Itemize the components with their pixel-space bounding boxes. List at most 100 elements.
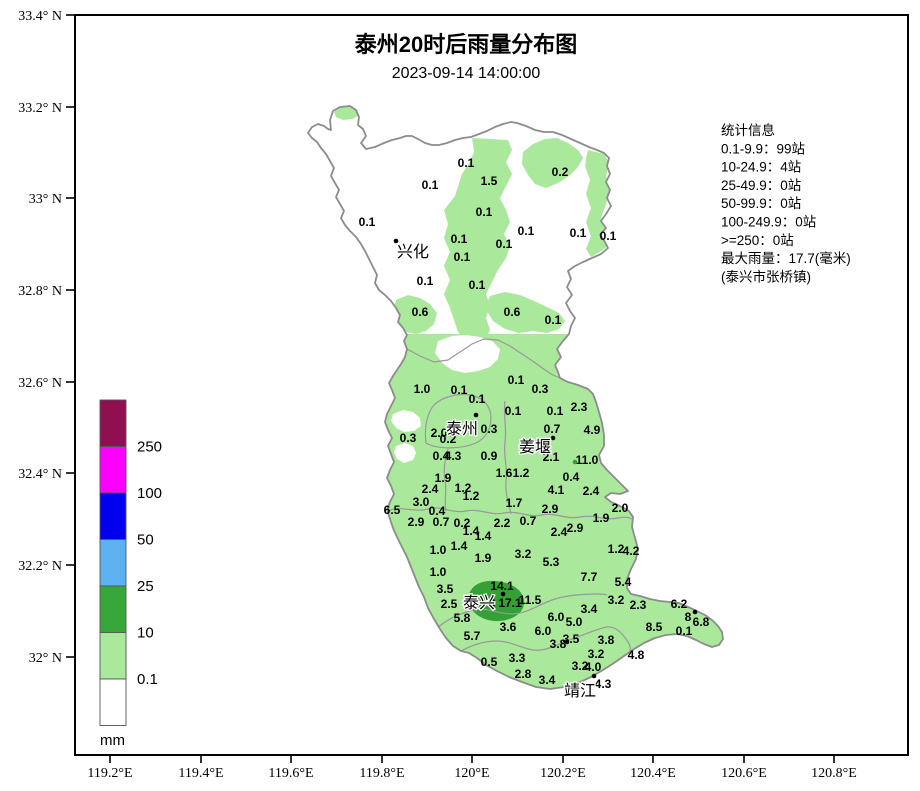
station-value: 4.0 (585, 660, 602, 674)
station-value: 2.0 (431, 426, 448, 440)
page-title: 泰州20时后雨量分布图 (354, 32, 577, 57)
station-value: 2.5 (441, 597, 458, 611)
north-rain-patch-sw (394, 295, 437, 334)
taixing-north-border (387, 507, 636, 522)
station-value: 8 (685, 610, 692, 624)
station-value: 2.9 (408, 515, 425, 529)
station-value: 0.4 (429, 504, 446, 518)
station-value: 0.3 (400, 431, 417, 445)
station-value: 3.8 (550, 637, 567, 651)
legend-threshold-label: 10 (137, 625, 154, 642)
north-rain-patch-ne (522, 138, 583, 188)
legend-unit: mm (100, 732, 125, 749)
station-value: 1.7 (506, 496, 523, 510)
legend-threshold-label: 250 (137, 439, 162, 456)
station-value: 0.1 (451, 232, 468, 246)
city-dot (393, 238, 399, 244)
station-value: 3.3 (509, 651, 526, 665)
station-value: 3.6 (500, 620, 517, 634)
station-value: 3.4 (539, 673, 556, 687)
station-value: 0.2 (454, 516, 471, 530)
station-value: 1.0 (430, 565, 447, 579)
station-value: 1.5 (481, 174, 498, 188)
station-value: 8.5 (646, 620, 663, 634)
station-value: 2.8 (515, 667, 532, 681)
station-value: 4.8 (628, 648, 645, 662)
station-value: 1.2 (463, 489, 480, 503)
stats-line: 10-24.9：4站 (721, 160, 801, 175)
station-value: 2.4 (422, 482, 439, 496)
station-value: 0.1 (676, 624, 693, 638)
y-tick-label: 33.2° N (18, 101, 62, 116)
station-value: 0.7 (520, 514, 537, 528)
station-value: 2.4 (551, 525, 568, 539)
station-value: 3.2 (608, 593, 625, 607)
station-value: 1.4 (463, 524, 480, 538)
station-value: 4.9 (584, 423, 601, 437)
station-value: 2.9 (542, 502, 559, 516)
map-outline-stroke (307, 105, 724, 690)
city-label: 兴化 (397, 243, 429, 261)
station-dot (564, 639, 570, 645)
station-value: 3.2 (588, 647, 605, 661)
city-dot (473, 412, 479, 418)
station-value: 0.4 (563, 470, 580, 484)
station-value: 6.0 (548, 610, 565, 624)
legend-threshold-label: 0.1 (137, 671, 158, 688)
station-value: 14.1 (490, 579, 514, 593)
station-value: 1.0 (414, 382, 431, 396)
station-value: 1.4 (475, 529, 492, 543)
legend-swatch (99, 632, 127, 680)
city-label: 泰兴 (463, 594, 495, 612)
stats-line: 最大雨量：17.7(毫米) (721, 250, 851, 266)
station-value: 1.9 (475, 551, 492, 565)
city-label: 靖江 (564, 682, 596, 700)
station-value: 3.2 (572, 659, 589, 673)
x-tick-label: 120°E (454, 766, 489, 781)
y-tick-label: 32.4° N (18, 467, 62, 482)
station-value: 11.5 (519, 593, 542, 607)
knob-rain-cap (334, 106, 358, 120)
station-value: 2.2 (494, 516, 511, 530)
stats-line: 50-99.9：0站 (721, 196, 801, 211)
legend-swatch (99, 585, 127, 633)
y-tick-label: 32.8° N (18, 284, 62, 299)
heavy-rain-blob (468, 580, 525, 622)
stats-line: 统计信息 (721, 122, 775, 138)
station-value: 1.2 (455, 481, 472, 495)
station-value: 0.1 (359, 215, 376, 229)
station-value: 0.1 (451, 383, 468, 397)
station-value: 3.8 (598, 633, 615, 647)
legend-swatch (99, 446, 127, 494)
station-value: 6.8 (693, 615, 710, 629)
station-value: 1.2 (513, 466, 530, 480)
station-value: 0.7 (433, 515, 450, 529)
station-value: 2.3 (571, 400, 588, 414)
station-values-layer: 0.10.1 1.50.20.10.10.1 0.1 0.10.1 0.10.10.1 0… (359, 156, 710, 691)
city-label: 姜堰 (519, 438, 551, 456)
station-value: 1.4 (451, 539, 468, 553)
page-subtitle: 2023-09-14 14:00:00 (392, 65, 541, 82)
x-tick-label: 120.2°E (540, 766, 586, 781)
taixing-south-border (436, 593, 608, 629)
x-tick-label: 119.4°E (178, 766, 223, 781)
inner-boundaries (387, 338, 636, 661)
station-value: 1.2 (608, 542, 625, 556)
station-value: 0.9 (481, 449, 498, 463)
station-value: 0.1 (496, 237, 513, 251)
station-value: 0.1 (469, 278, 486, 292)
jingjiang-north-border (460, 626, 631, 661)
dry-hole-west-1 (391, 410, 421, 432)
legend-swatch (99, 399, 127, 447)
x-tick-label: 120.4°E (630, 766, 676, 781)
station-value: 0.1 (508, 373, 525, 387)
y-axis: 33.4° N 33.2° N 33° N 32.8° N 32.6° N 32.4° N… (18, 9, 74, 666)
y-tick-label: 33.4° N (18, 9, 62, 24)
station-value: 0.3 (481, 422, 498, 436)
stats-line: 0.1-9.9：99站 (721, 141, 805, 156)
station-value: 4.2 (623, 544, 640, 558)
y-tick-label: 33° N (29, 192, 62, 207)
xinghua-south-border (406, 338, 561, 379)
station-value: 5.3 (543, 555, 560, 569)
station-value: 2.1 (543, 450, 560, 464)
